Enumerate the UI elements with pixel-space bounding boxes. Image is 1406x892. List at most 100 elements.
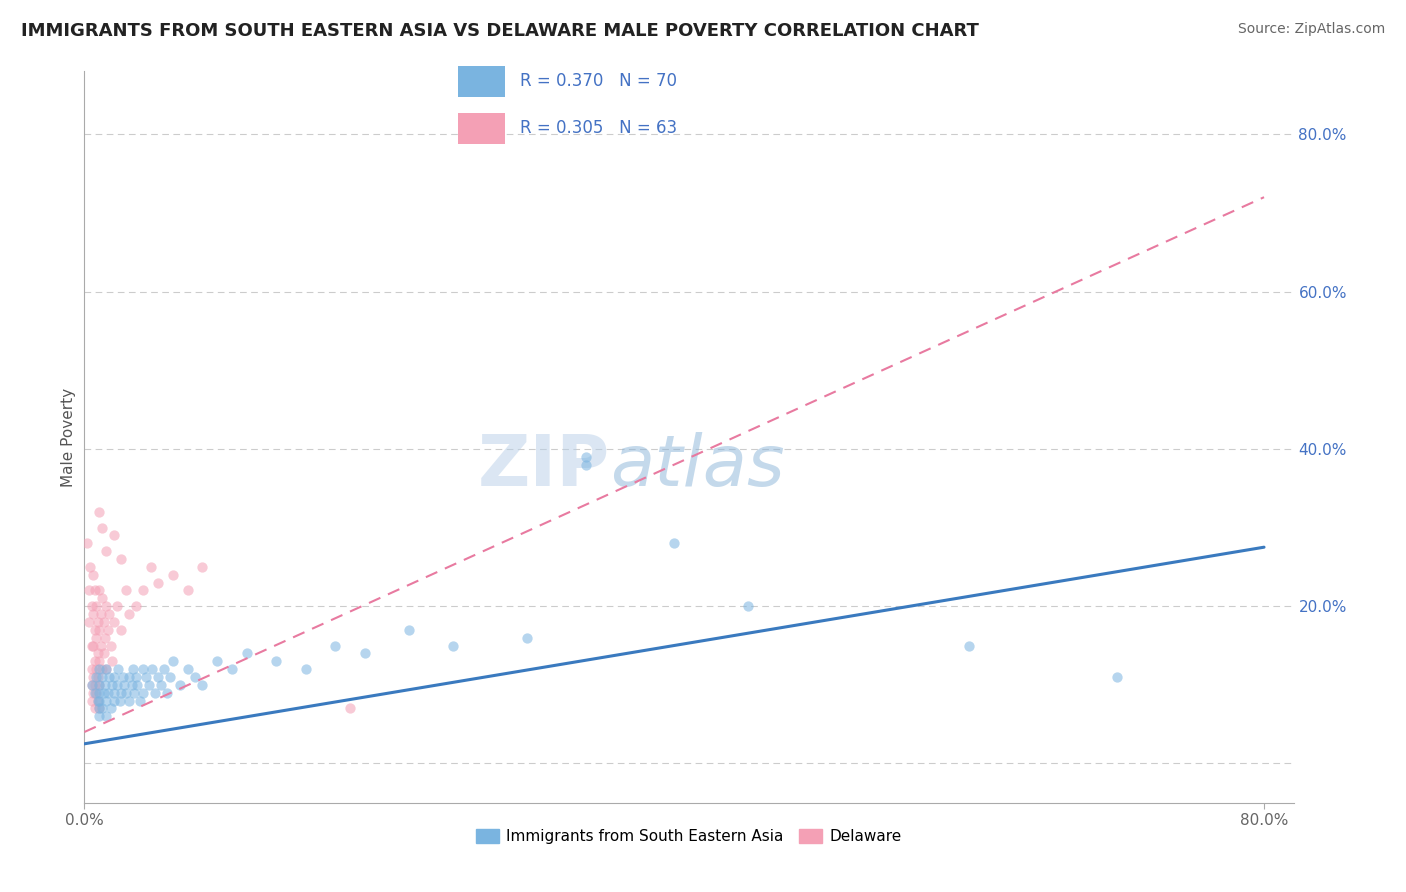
Point [132, 583, 155, 598]
Point [103, 615, 125, 629]
Point [94, 631, 117, 645]
Point [80, 662, 103, 676]
Point [91, 701, 114, 715]
Point [117, 693, 139, 707]
Point [83, 623, 105, 637]
Point [87, 623, 110, 637]
Point [111, 670, 134, 684]
Point [87, 678, 110, 692]
Point [97, 686, 120, 700]
Point [103, 670, 125, 684]
Text: R = 0.370   N = 70: R = 0.370 N = 70 [520, 72, 676, 90]
Point [80, 678, 103, 692]
Point [162, 654, 184, 668]
Point [86, 615, 108, 629]
Point [143, 686, 166, 700]
Point [191, 559, 214, 574]
Point [96, 693, 118, 707]
Point [575, 458, 598, 472]
Text: R = 0.305   N = 63: R = 0.305 N = 63 [520, 120, 676, 137]
Point [82, 567, 104, 582]
Point [91, 670, 114, 684]
Point [98, 607, 121, 621]
Point [264, 654, 287, 668]
Point [235, 646, 257, 660]
Point [737, 599, 759, 614]
Point [86, 670, 108, 684]
Point [121, 678, 143, 692]
Point [80, 639, 103, 653]
Point [86, 693, 108, 707]
Point [129, 693, 152, 707]
Point [87, 686, 110, 700]
Point [90, 607, 112, 621]
Point [103, 693, 125, 707]
Point [79, 559, 101, 574]
Point [76, 536, 98, 550]
Point [221, 662, 243, 676]
Point [957, 639, 980, 653]
Point [112, 678, 135, 692]
Point [125, 599, 148, 614]
Point [87, 583, 110, 598]
Point [205, 654, 228, 668]
Point [96, 662, 118, 676]
Point [84, 631, 107, 645]
Point [83, 583, 105, 598]
Point [132, 662, 155, 676]
Point [94, 678, 117, 692]
Point [110, 686, 132, 700]
Point [103, 528, 125, 542]
Point [87, 654, 110, 668]
Point [110, 623, 132, 637]
Point [101, 678, 124, 692]
Point [77, 615, 100, 629]
Point [84, 662, 107, 676]
Point [441, 639, 464, 653]
Point [122, 662, 145, 676]
Point [98, 670, 121, 684]
Point [176, 662, 198, 676]
Point [93, 686, 115, 700]
Point [91, 662, 114, 676]
Point [82, 607, 104, 621]
Point [86, 693, 108, 707]
Point [516, 631, 538, 645]
Point [127, 678, 149, 692]
Point [93, 646, 115, 660]
Point [575, 450, 598, 464]
Text: atlas: atlas [610, 432, 785, 500]
Point [77, 583, 100, 598]
Point [97, 623, 120, 637]
Point [110, 552, 132, 566]
Point [117, 607, 139, 621]
Point [339, 701, 361, 715]
Text: Source: ZipAtlas.com: Source: ZipAtlas.com [1237, 22, 1385, 37]
Point [138, 678, 160, 692]
Point [87, 678, 110, 692]
Point [135, 670, 157, 684]
Point [83, 701, 105, 715]
Point [105, 678, 128, 692]
Bar [457, 113, 505, 144]
Point [159, 670, 181, 684]
Point [114, 583, 136, 598]
Point [101, 654, 124, 668]
Point [96, 544, 118, 558]
Point [83, 678, 105, 692]
Point [153, 662, 176, 676]
Point [146, 670, 169, 684]
Point [139, 559, 162, 574]
Bar [457, 66, 505, 96]
Point [156, 686, 179, 700]
Point [82, 670, 104, 684]
Point [96, 709, 118, 723]
Point [96, 662, 118, 676]
Point [353, 646, 375, 660]
Point [100, 639, 122, 653]
Point [107, 662, 129, 676]
Point [114, 686, 136, 700]
Point [91, 520, 114, 534]
Y-axis label: Male Poverty: Male Poverty [60, 387, 76, 487]
Point [87, 709, 110, 723]
